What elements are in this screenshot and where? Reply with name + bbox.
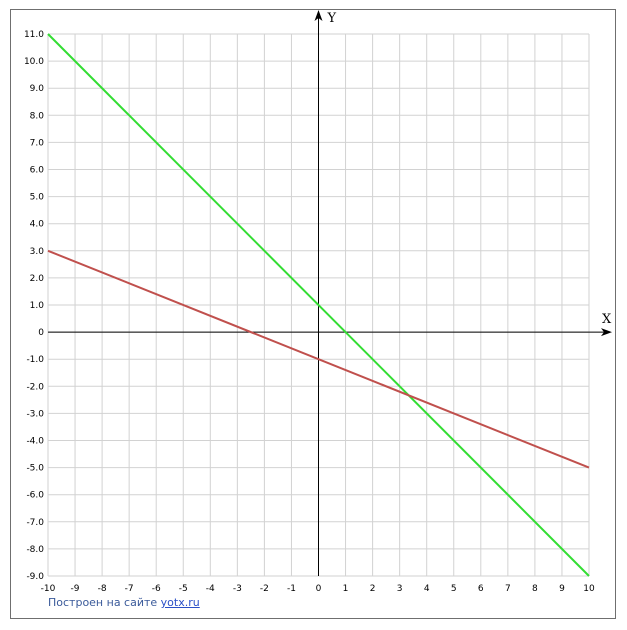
y-tick-label: 11.0 (24, 30, 44, 40)
y-tick-label: 3.0 (30, 247, 45, 257)
axes (48, 10, 612, 576)
x-tick-label: -7 (125, 584, 134, 594)
y-tick-label: -2.0 (26, 382, 44, 392)
x-tick-label: 10 (583, 584, 595, 594)
y-tick-label: -7.0 (26, 518, 44, 528)
site-credit: Построен на сайте yotx.ru (48, 596, 200, 609)
x-tick-label: -6 (152, 584, 161, 594)
credit-text: Построен на сайте (48, 596, 158, 609)
y-tick-label: -8.0 (26, 545, 44, 555)
y-tick-label: 9.0 (30, 84, 45, 94)
y-tick-label: 8.0 (30, 111, 45, 121)
y-tick-label: 5.0 (30, 193, 45, 203)
y-tick-label: 4.0 (30, 220, 45, 230)
x-tick-label: -10 (41, 584, 56, 594)
y-tick-label: 0 (38, 328, 44, 338)
y-tick-label: 10.0 (24, 57, 44, 67)
x-tick-label: 6 (478, 584, 484, 594)
x-tick-label: 8 (532, 584, 538, 594)
x-tick-label: -5 (179, 584, 188, 594)
series-lines (47, 33, 590, 577)
y-tick-label: 6.0 (30, 166, 45, 176)
x-tick-label: 4 (424, 584, 430, 594)
x-axis-arrow (601, 328, 612, 337)
y-tick-label: -9.0 (26, 572, 44, 582)
y-tick-label: -6.0 (26, 491, 44, 501)
y-tick-label: 1.0 (30, 301, 45, 311)
x-tick-label: 0 (316, 584, 322, 594)
y-tick-label: -3.0 (26, 409, 44, 419)
credit-link[interactable]: yotx.ru (160, 596, 200, 609)
y-tick-label: 2.0 (30, 274, 45, 284)
x-tick-label: -1 (287, 584, 296, 594)
x-axis-label: X (602, 312, 612, 327)
y-tick-label: -4.0 (26, 437, 44, 447)
x-tick-label: 7 (505, 584, 511, 594)
x-tick-label: -3 (233, 584, 242, 594)
y-tick-label: -5.0 (26, 464, 44, 474)
x-tick-label: 1 (343, 584, 349, 594)
x-tick-label: -9 (71, 584, 80, 594)
x-tick-label: -8 (98, 584, 107, 594)
y-tick-label: 7.0 (30, 138, 45, 148)
series-line-2 (47, 249, 590, 469)
y-axis-arrow (314, 10, 323, 21)
x-tick-label: 3 (397, 584, 403, 594)
x-tick-label: 9 (559, 584, 565, 594)
x-tick-label: 5 (451, 584, 457, 594)
x-tick-label: -4 (206, 584, 215, 594)
tick-labels: -10 -9 -8 -7 -6 -5 -4 -3 -2 -1 0 1 2 3 4 5 6 7 8 9 1011.010.… (24, 30, 595, 594)
x-tick-label: 2 (370, 584, 376, 594)
y-tick-label: -1.0 (26, 355, 44, 365)
chart-frame (10, 9, 616, 619)
y-axis-label: Y (327, 11, 337, 26)
x-tick-label: -2 (260, 584, 269, 594)
series-line-1 (47, 33, 590, 577)
